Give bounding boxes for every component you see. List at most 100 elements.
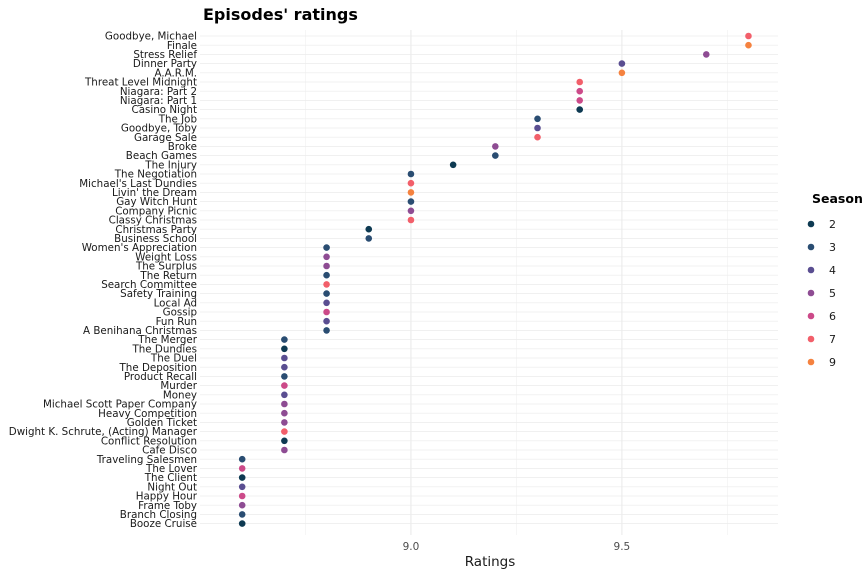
data-point <box>323 317 330 325</box>
episode-label: Search Committee <box>101 279 197 291</box>
x-tick-label: 9.5 <box>614 541 631 553</box>
episode-label: Money <box>163 389 197 401</box>
data-point <box>281 336 288 343</box>
data-point <box>365 225 373 233</box>
data-point <box>281 428 288 435</box>
data-point <box>323 327 330 334</box>
episode-label: Beach Games <box>126 150 197 162</box>
data-point <box>238 520 246 527</box>
episode-label: Livin' the Dream <box>112 187 197 199</box>
data-point <box>281 382 288 389</box>
episode-label: Women's Appreciation <box>82 242 197 254</box>
episode-label: Booze Cruise <box>130 518 197 530</box>
data-point <box>407 207 415 215</box>
episode-label: Michael's Last Dundies <box>79 178 197 190</box>
legend-title: Season <box>812 191 863 206</box>
episode-label: Michael Scott Paper Company <box>43 399 197 411</box>
episode-label: Finale <box>167 40 197 52</box>
data-point <box>576 87 584 95</box>
legend-label: 7 <box>829 333 836 346</box>
data-point <box>576 106 584 113</box>
data-point <box>238 511 246 518</box>
episode-label: Conflict Resolution <box>101 435 197 447</box>
episode-label: Frame Toby <box>138 500 197 512</box>
episode-label: A Benihana Christmas <box>83 325 197 337</box>
data-point <box>281 345 288 353</box>
data-point <box>323 281 330 288</box>
data-point <box>576 97 584 104</box>
data-point <box>534 124 541 132</box>
legend-label: 3 <box>829 241 836 254</box>
legend-key <box>807 266 815 274</box>
episode-label: The Lover <box>145 463 198 475</box>
episode-label: Heavy Competition <box>98 408 197 420</box>
episode-label: Gossip <box>163 307 197 319</box>
data-point <box>365 235 373 242</box>
episode-label: Stress Relief <box>133 49 197 61</box>
data-point <box>618 69 626 77</box>
data-point <box>281 373 288 380</box>
data-point <box>492 152 499 159</box>
episode-label: Niagara: Part 2 <box>120 86 197 98</box>
legend-label: 2 <box>829 218 836 231</box>
episode-label: Cafe Disco <box>142 445 197 457</box>
episode-label: Business School <box>114 233 197 245</box>
data-points <box>238 32 752 527</box>
episode-label: The Dundies <box>131 343 197 355</box>
legend-key <box>807 289 815 297</box>
data-point <box>323 253 330 261</box>
episode-label: Traveling Salesmen <box>96 454 197 466</box>
data-point <box>238 465 246 472</box>
episode-label: The Surplus <box>135 261 197 273</box>
episode-label: Casino Night <box>132 104 198 116</box>
data-point <box>407 179 415 187</box>
data-point <box>238 483 246 491</box>
episode-label: The Client <box>144 472 197 484</box>
data-point <box>534 133 541 141</box>
x-axis-tick-labels: 9.0 9.5 <box>403 541 631 553</box>
data-point <box>449 161 457 169</box>
episode-label: Classy Christmas <box>109 215 197 227</box>
data-point <box>281 363 288 371</box>
episode-label: Murder <box>160 380 197 392</box>
episode-label: Golden Ticket <box>127 417 197 429</box>
data-point <box>323 244 330 251</box>
data-point <box>281 409 288 417</box>
legend-label: 9 <box>829 356 836 369</box>
legend: Season 2 3 4 5 6 7 9 <box>807 191 863 369</box>
data-point <box>281 391 288 399</box>
data-point <box>238 501 246 509</box>
episode-label: The Job <box>158 113 197 125</box>
data-point <box>492 143 499 150</box>
data-point <box>238 455 246 463</box>
episode-label: A.A.R.M. <box>155 67 198 79</box>
data-point <box>407 189 415 196</box>
data-point <box>702 51 710 58</box>
legend-key <box>807 335 815 343</box>
x-tick-label: 9.0 <box>403 541 420 553</box>
episode-label: The Merger <box>137 334 198 346</box>
episode-label: The Duel <box>150 353 197 365</box>
episode-label: Christmas Party <box>115 224 197 236</box>
data-point <box>407 170 415 178</box>
episode-label: Company Picnic <box>115 205 197 217</box>
data-point <box>745 41 752 49</box>
data-point <box>281 437 288 445</box>
data-point <box>618 60 626 67</box>
episode-label: Happy Hour <box>136 491 198 503</box>
data-point <box>281 400 288 408</box>
legend-key <box>807 312 815 320</box>
data-point <box>281 419 288 426</box>
legend-key <box>807 243 815 251</box>
episode-label: Fun Run <box>156 316 197 328</box>
episode-label: Product Recall <box>124 371 197 383</box>
legend-label: 4 <box>829 264 836 277</box>
episode-label: Safety Training <box>120 288 197 300</box>
data-point <box>281 446 288 454</box>
episode-label: Goodbye, Toby <box>121 123 197 135</box>
data-point <box>534 115 541 123</box>
episode-label: Gay Witch Hunt <box>116 196 197 208</box>
episode-label: Niagara: Part 1 <box>120 95 197 107</box>
